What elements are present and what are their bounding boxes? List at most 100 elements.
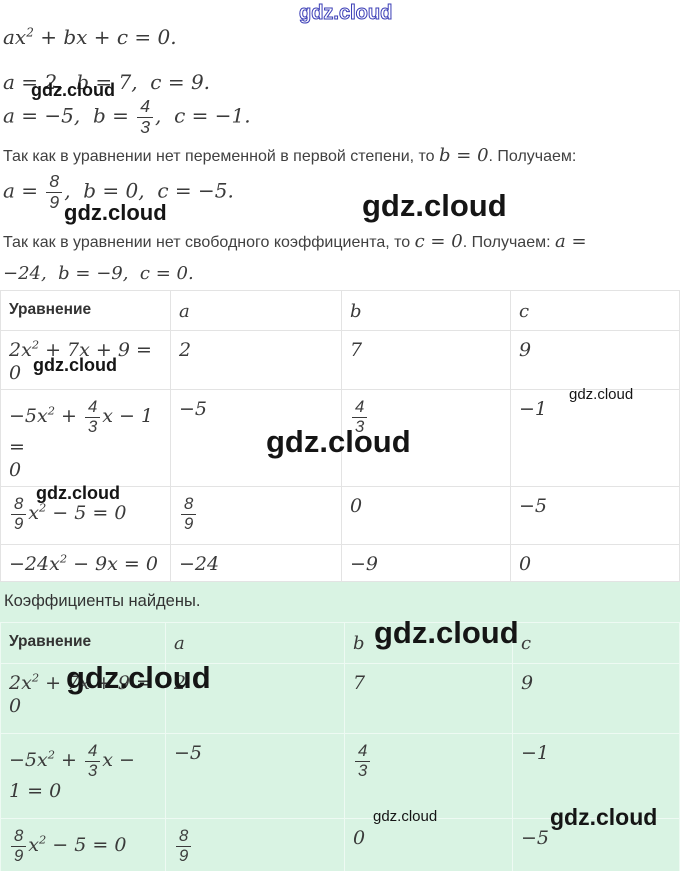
math-run: 2x <box>9 672 32 695</box>
math-run: x <box>28 502 40 525</box>
math-run: 2 <box>59 551 68 566</box>
explanation-no-free-term: Так как в уравнении нет свободного коэфф… <box>0 226 680 290</box>
math-run: a <box>174 633 185 655</box>
math-run: − 9x = 0 <box>67 553 158 576</box>
math-run: 9 <box>521 672 534 695</box>
math-run: b = 0 <box>439 145 489 166</box>
math-run: −5 <box>179 398 208 420</box>
equation-cell: 8 9 x2 − 5 = 0 <box>0 818 166 871</box>
math-run: −5 <box>521 827 550 850</box>
table-row: −24x2 − 9x = 0 −24 −9 0 <box>0 544 680 583</box>
math-run: 2x <box>9 339 32 361</box>
coefficient-cell: −9 <box>341 544 511 583</box>
math-run: 0 <box>9 459 22 482</box>
table-header-row: Уравнение a b c <box>0 622 680 665</box>
coefficient-cell: 7 <box>344 663 513 735</box>
result-section: Коэффициенты найдены. Уравнение a b c 2x2 +… <box>0 582 680 871</box>
math-run: , c = −1. <box>155 103 251 128</box>
math-run: −1 <box>521 742 550 765</box>
coefficients-line-1: a = 2, b = 7, c = 9. <box>0 70 680 95</box>
column-header: c <box>510 290 680 331</box>
equation-cell: −24x2 − 9x = 0 <box>0 544 171 583</box>
math-run: 2 <box>39 500 47 515</box>
column-header: Уравнение <box>0 622 166 665</box>
math-run: , b = 0, c = −5. <box>64 178 234 203</box>
table-row: 2x2 + 7x + 9 = 0 2 7 9 <box>0 663 680 735</box>
equation-cell: 8 9 x2 − 5 = 0 <box>0 486 171 546</box>
coefficient-cell: −5 <box>165 733 345 820</box>
math-run: 2 <box>39 832 47 847</box>
math-run: 2 <box>26 25 34 40</box>
coefficient-cell: 0 <box>344 818 513 871</box>
coefficient-cell: 2 <box>165 663 345 735</box>
watermark-top: gdz.cloud <box>298 2 393 24</box>
math-run: x − <box>102 749 135 772</box>
column-header: b <box>341 290 511 331</box>
coefficient-cell: 0 <box>341 486 511 546</box>
text-run: Так как в уравнении нет свободного коэфф… <box>3 234 415 251</box>
solution-content: ax2 + bx + c = 0. a = 2, b = 7, c = 9. a… <box>0 25 680 871</box>
section-caption: Коэффициенты найдены. <box>4 592 201 611</box>
math-run: a = −5, b = <box>3 103 136 128</box>
math-run: 2 <box>174 672 187 695</box>
math-run: a = <box>554 231 587 252</box>
math-run: a = 2, b = 7, c = 9. <box>3 70 211 94</box>
coefficient-cell: 9 <box>510 330 680 390</box>
table-row: 8 9 x2 − 5 = 0 8 9 0 −5 <box>0 818 680 871</box>
math-run: x − 1 = <box>9 405 160 459</box>
math-run: c = 0 <box>414 231 463 252</box>
math-run: − 5 = 0 <box>46 834 127 857</box>
math-run: 0 <box>519 553 532 576</box>
math-run: 1 = 0 <box>9 780 62 803</box>
math-run: 0 <box>353 827 366 850</box>
table-row: 8 9 x2 − 5 = 0 8 9 0 −5 <box>0 486 680 546</box>
equation-cell: 2x2 + 7x + 9 = 0 <box>0 330 171 390</box>
math-run: + 7x + 9 = <box>39 672 152 695</box>
coefficient-cell: 0 <box>510 544 680 583</box>
coefficient-cell: −1 <box>510 388 680 488</box>
math-run: 7 <box>350 339 363 361</box>
math-run: −5 <box>174 742 203 765</box>
math-run: −5 <box>519 495 548 518</box>
math-run: −5x <box>9 405 48 428</box>
text-run: Уравнение <box>9 301 92 318</box>
text-run: . Получаем: <box>462 234 555 251</box>
math-run: −24, b = −9, c = 0. <box>3 263 194 284</box>
math-run: + bx + c = 0. <box>33 25 177 49</box>
text-run: . Получаем: <box>488 148 577 165</box>
coefficient-cell: 2 <box>170 330 342 390</box>
math-run: + <box>54 405 83 428</box>
column-header: a <box>170 290 342 331</box>
math-run: + <box>54 749 83 772</box>
coefficient-cell: −5 <box>510 486 680 546</box>
coefficients-table: Уравнение a b c 2x2 + 7x + 9 = 0 2 7 9 −5x2 + 4… <box>0 290 680 583</box>
math-run: a <box>179 301 190 322</box>
coefficient-cell: 9 <box>512 663 680 735</box>
math-run: 2 <box>31 670 40 685</box>
coefficient-cell: 7 <box>341 330 511 390</box>
math-run: + 7x + 9 = 0 <box>9 339 158 384</box>
math-run: − 5 = 0 <box>46 502 127 525</box>
math-run: −1 <box>519 398 548 420</box>
math-run: 2 <box>47 747 55 762</box>
math-run: −9 <box>350 553 379 576</box>
math-run: 9 <box>519 339 532 361</box>
column-header: c <box>512 622 680 665</box>
column-header: b <box>344 622 513 665</box>
